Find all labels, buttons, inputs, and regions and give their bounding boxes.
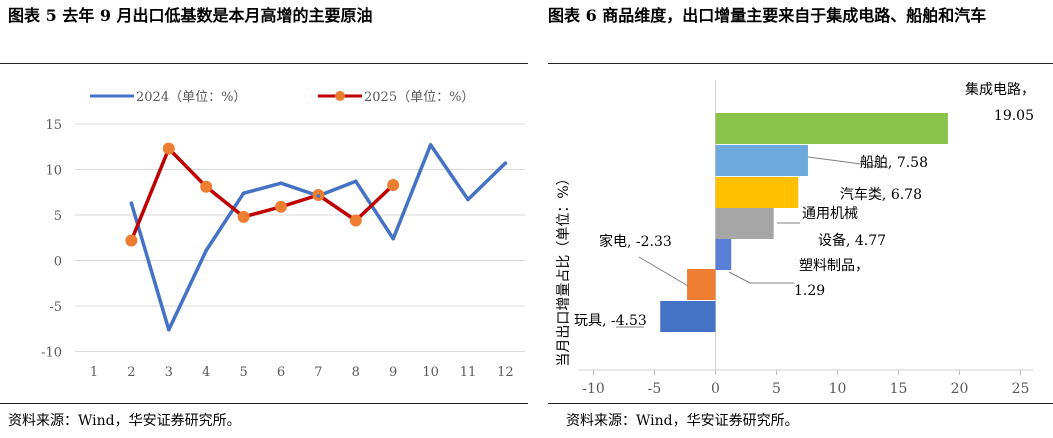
- x-tick-label: 15: [890, 381, 908, 397]
- right-top-rule: [548, 63, 1053, 64]
- right-bottom-rule: [548, 403, 1053, 404]
- series-2025-point: [349, 214, 362, 227]
- left-source-note: 资料来源：Wind，华安证券研究所。: [8, 413, 241, 429]
- series-2024-point: [391, 236, 396, 241]
- right-figure-title: 图表 6 商品维度，出口增量主要来自于集成电路、船舶和汽车: [548, 6, 987, 25]
- bar-data-label: 1.29: [794, 283, 825, 299]
- x-tick-label: 7: [314, 365, 322, 380]
- bar-data-label: 船舶, 7.58: [860, 155, 928, 171]
- x-tick-label: 1: [90, 365, 98, 380]
- bar-集成电路: [715, 113, 948, 144]
- legend-label-2024: 2024（单位：%）: [136, 90, 246, 105]
- x-tick-label: 8: [352, 365, 360, 380]
- series-2024-point: [316, 194, 321, 198]
- series-2024-point: [466, 197, 470, 202]
- bar-玩具: [660, 301, 716, 332]
- series-2024-point: [354, 179, 358, 184]
- series-2024-point: [503, 161, 508, 165]
- line-chart-gridlines: [75, 123, 525, 352]
- data-label-leader: [638, 256, 689, 287]
- line-chart-x-axis: 1 2 3 4 5 6 7 8 9 10 11 12: [90, 365, 514, 380]
- bar-塑料制品: [715, 239, 732, 270]
- legend-marker-2025: [335, 91, 345, 101]
- y-tick-label: 10: [45, 164, 62, 179]
- right-source-note: 资料来源：Wind，华安证券研究所。: [566, 413, 799, 429]
- x-tick-label: 2: [127, 365, 135, 380]
- x-tick-label: 5: [239, 365, 247, 380]
- y-tick-label: 0: [54, 255, 62, 270]
- series-2025-point: [125, 234, 138, 247]
- y-tick-label: 15: [45, 118, 62, 133]
- series-2025-point: [237, 210, 250, 223]
- data-label-leader: [807, 156, 888, 168]
- x-tick-label: 9: [389, 365, 397, 380]
- x-tick-label: 5: [772, 381, 781, 397]
- bar-通用机械设备: [715, 208, 774, 239]
- bar-chart-bars: [660, 113, 948, 332]
- bar-汽车类: [715, 177, 799, 208]
- bar-data-label: 集成电路，: [965, 81, 1035, 98]
- line-chart-legend: 2024（单位：%） 2025（单位：%）: [90, 90, 474, 105]
- x-tick-label: -10: [582, 381, 605, 397]
- bar-data-label: 汽车类, 6.78: [840, 186, 922, 203]
- bar-船舶: [715, 145, 808, 176]
- series-2024-point: [279, 181, 283, 185]
- series-2024-point: [129, 201, 134, 205]
- series-2024-point: [428, 143, 433, 147]
- bar-chart-x-axis: -10 -5 0 5 10 15 20 25: [578, 80, 1033, 397]
- bar-data-label: 设备, 4.77: [818, 232, 886, 249]
- left-top-rule: [0, 63, 528, 64]
- line-chart-series: [125, 142, 508, 332]
- x-tick-label: 20: [951, 381, 969, 397]
- bar-data-label: 通用机械: [802, 206, 858, 222]
- bar-data-label: 玩具, -4.53: [574, 313, 647, 329]
- bar-data-label: 19.05: [994, 108, 1034, 124]
- series-2024-line: [129, 143, 507, 332]
- x-tick-label: 0: [711, 381, 720, 397]
- x-tick-label: -5: [648, 381, 662, 397]
- line-chart-y-axis: 15 10 5 0 -5 -10: [41, 118, 62, 361]
- left-bottom-rule: [0, 403, 528, 404]
- x-tick-label: 10: [829, 381, 847, 397]
- bar-data-label: 家电, -2.33: [599, 233, 672, 250]
- y-tick-label: 5: [54, 209, 62, 224]
- x-tick-label: 6: [277, 365, 285, 380]
- y-tick-label: -10: [41, 346, 62, 361]
- bar-chart: 当月出口增量占比（单位：%） -10 -5 0 5 10 15 20 25 集成电路， 19.0…: [556, 80, 1035, 397]
- series-2025-point: [162, 142, 175, 155]
- bar-家电: [687, 269, 716, 300]
- bar-data-label: 塑料制品，: [799, 258, 869, 274]
- x-tick-label: 4: [202, 365, 210, 380]
- y-tick-label: -5: [49, 300, 62, 315]
- series-2024-point: [204, 248, 208, 253]
- x-tick-label: 11: [460, 365, 477, 380]
- series-2025-point: [200, 180, 213, 193]
- legend-label-2025: 2025（单位：%）: [364, 90, 474, 105]
- bar-chart-y-axis-title: 当月出口增量占比（单位：%）: [556, 171, 572, 366]
- x-tick-label: 10: [422, 365, 439, 380]
- x-tick-label: 3: [165, 365, 173, 380]
- series-2024-point: [167, 327, 171, 332]
- left-figure-title: 图表 5 去年 9 月出口低基数是本月高增的主要原油: [8, 6, 373, 25]
- data-label-leader: [728, 271, 794, 284]
- series-2024-point: [241, 191, 246, 195]
- series-2025-point: [387, 178, 400, 191]
- x-tick-label: 12: [497, 365, 514, 380]
- series-2025-point: [275, 200, 287, 213]
- x-tick-label: 25: [1012, 381, 1030, 397]
- series-2025-line: [129, 146, 395, 242]
